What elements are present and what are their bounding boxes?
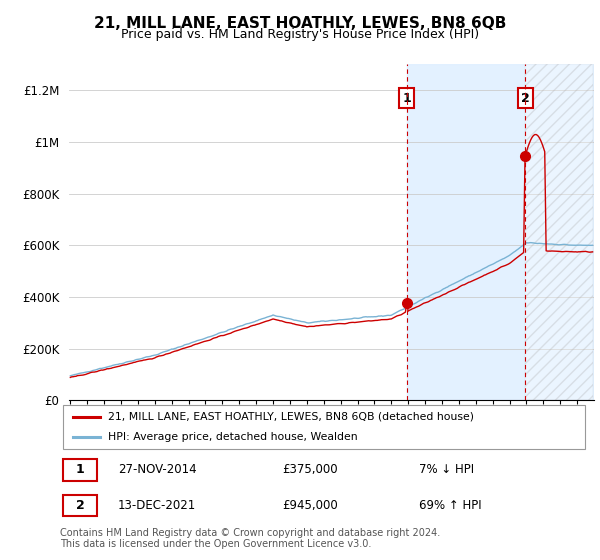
Text: 27-NOV-2014: 27-NOV-2014 <box>118 463 197 477</box>
Bar <box>407 64 593 400</box>
FancyBboxPatch shape <box>62 405 586 449</box>
Text: £945,000: £945,000 <box>282 499 338 512</box>
FancyBboxPatch shape <box>62 495 97 516</box>
Text: 2: 2 <box>521 91 529 105</box>
Text: 7% ↓ HPI: 7% ↓ HPI <box>419 463 474 477</box>
Text: 1: 1 <box>76 463 85 477</box>
Text: 2: 2 <box>76 499 85 512</box>
Text: 13-DEC-2021: 13-DEC-2021 <box>118 499 196 512</box>
Text: HPI: Average price, detached house, Wealden: HPI: Average price, detached house, Weal… <box>107 432 357 442</box>
FancyBboxPatch shape <box>62 459 97 480</box>
Text: Price paid vs. HM Land Registry's House Price Index (HPI): Price paid vs. HM Land Registry's House … <box>121 28 479 41</box>
Text: £375,000: £375,000 <box>282 463 337 477</box>
Text: 21, MILL LANE, EAST HOATHLY, LEWES, BN8 6QB: 21, MILL LANE, EAST HOATHLY, LEWES, BN8 … <box>94 16 506 31</box>
Bar <box>525 64 593 400</box>
Text: 69% ↑ HPI: 69% ↑ HPI <box>419 499 482 512</box>
Text: Contains HM Land Registry data © Crown copyright and database right 2024.
This d: Contains HM Land Registry data © Crown c… <box>60 528 440 549</box>
Text: 1: 1 <box>403 91 411 105</box>
Text: 21, MILL LANE, EAST HOATHLY, LEWES, BN8 6QB (detached house): 21, MILL LANE, EAST HOATHLY, LEWES, BN8 … <box>107 412 473 422</box>
